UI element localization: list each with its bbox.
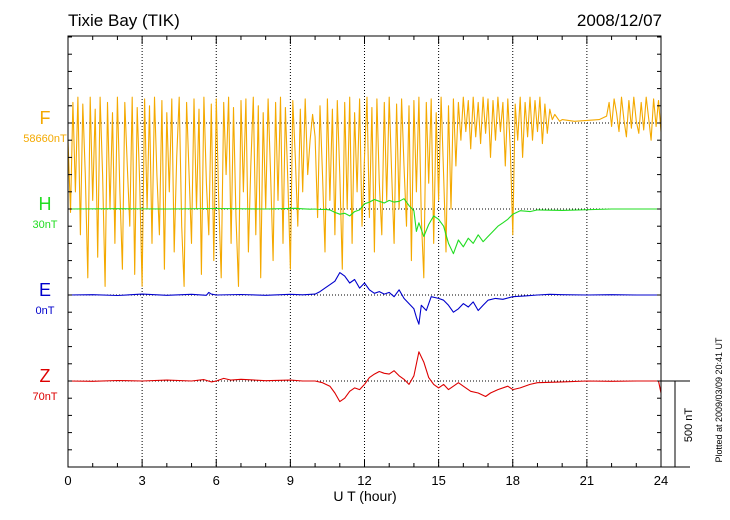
scale-bar-label: 500 nT (683, 408, 695, 443)
series-baseline-H: 30nT (32, 219, 57, 231)
x-tick-label: 6 (213, 473, 220, 488)
series-baseline-Z: 70nT (32, 391, 57, 403)
chart-date: 2008/12/07 (577, 11, 662, 30)
x-tick-label: 24 (654, 473, 668, 488)
x-tick-label: 0 (64, 473, 71, 488)
series-baseline-F: 58660nT (23, 133, 67, 145)
axis-ticks: 0 3 6 9 12 15 18 21 24 (64, 36, 668, 488)
series-baseline-E: 0nT (36, 305, 55, 317)
x-tick-label: 3 (139, 473, 146, 488)
series-line-E (67, 272, 661, 325)
scale-bar: 500 nT (661, 380, 695, 468)
series-label-F: F (40, 108, 51, 128)
x-tick-label: 9 (287, 473, 294, 488)
series-lines (67, 96, 662, 403)
series-labels: F 58660nT H 30nT E 0nT Z 70nT (23, 108, 67, 403)
x-tick-label: 12 (357, 473, 371, 488)
x-axis-label: U T (hour) (333, 488, 396, 504)
series-label-E: E (39, 280, 51, 300)
series-line-H (67, 198, 661, 255)
series-line-Z (67, 351, 662, 403)
x-tick-label: 18 (506, 473, 520, 488)
series-line-F (67, 96, 662, 287)
chart-title: Tixie Bay (TIK) (68, 11, 180, 30)
grid (68, 36, 661, 467)
plotted-note: Plotted at 2009/03/09 20:41 UT (714, 337, 724, 463)
x-tick-label: 21 (580, 473, 594, 488)
series-label-Z: Z (40, 366, 51, 386)
x-tick-label: 15 (431, 473, 445, 488)
series-label-H: H (39, 194, 52, 214)
